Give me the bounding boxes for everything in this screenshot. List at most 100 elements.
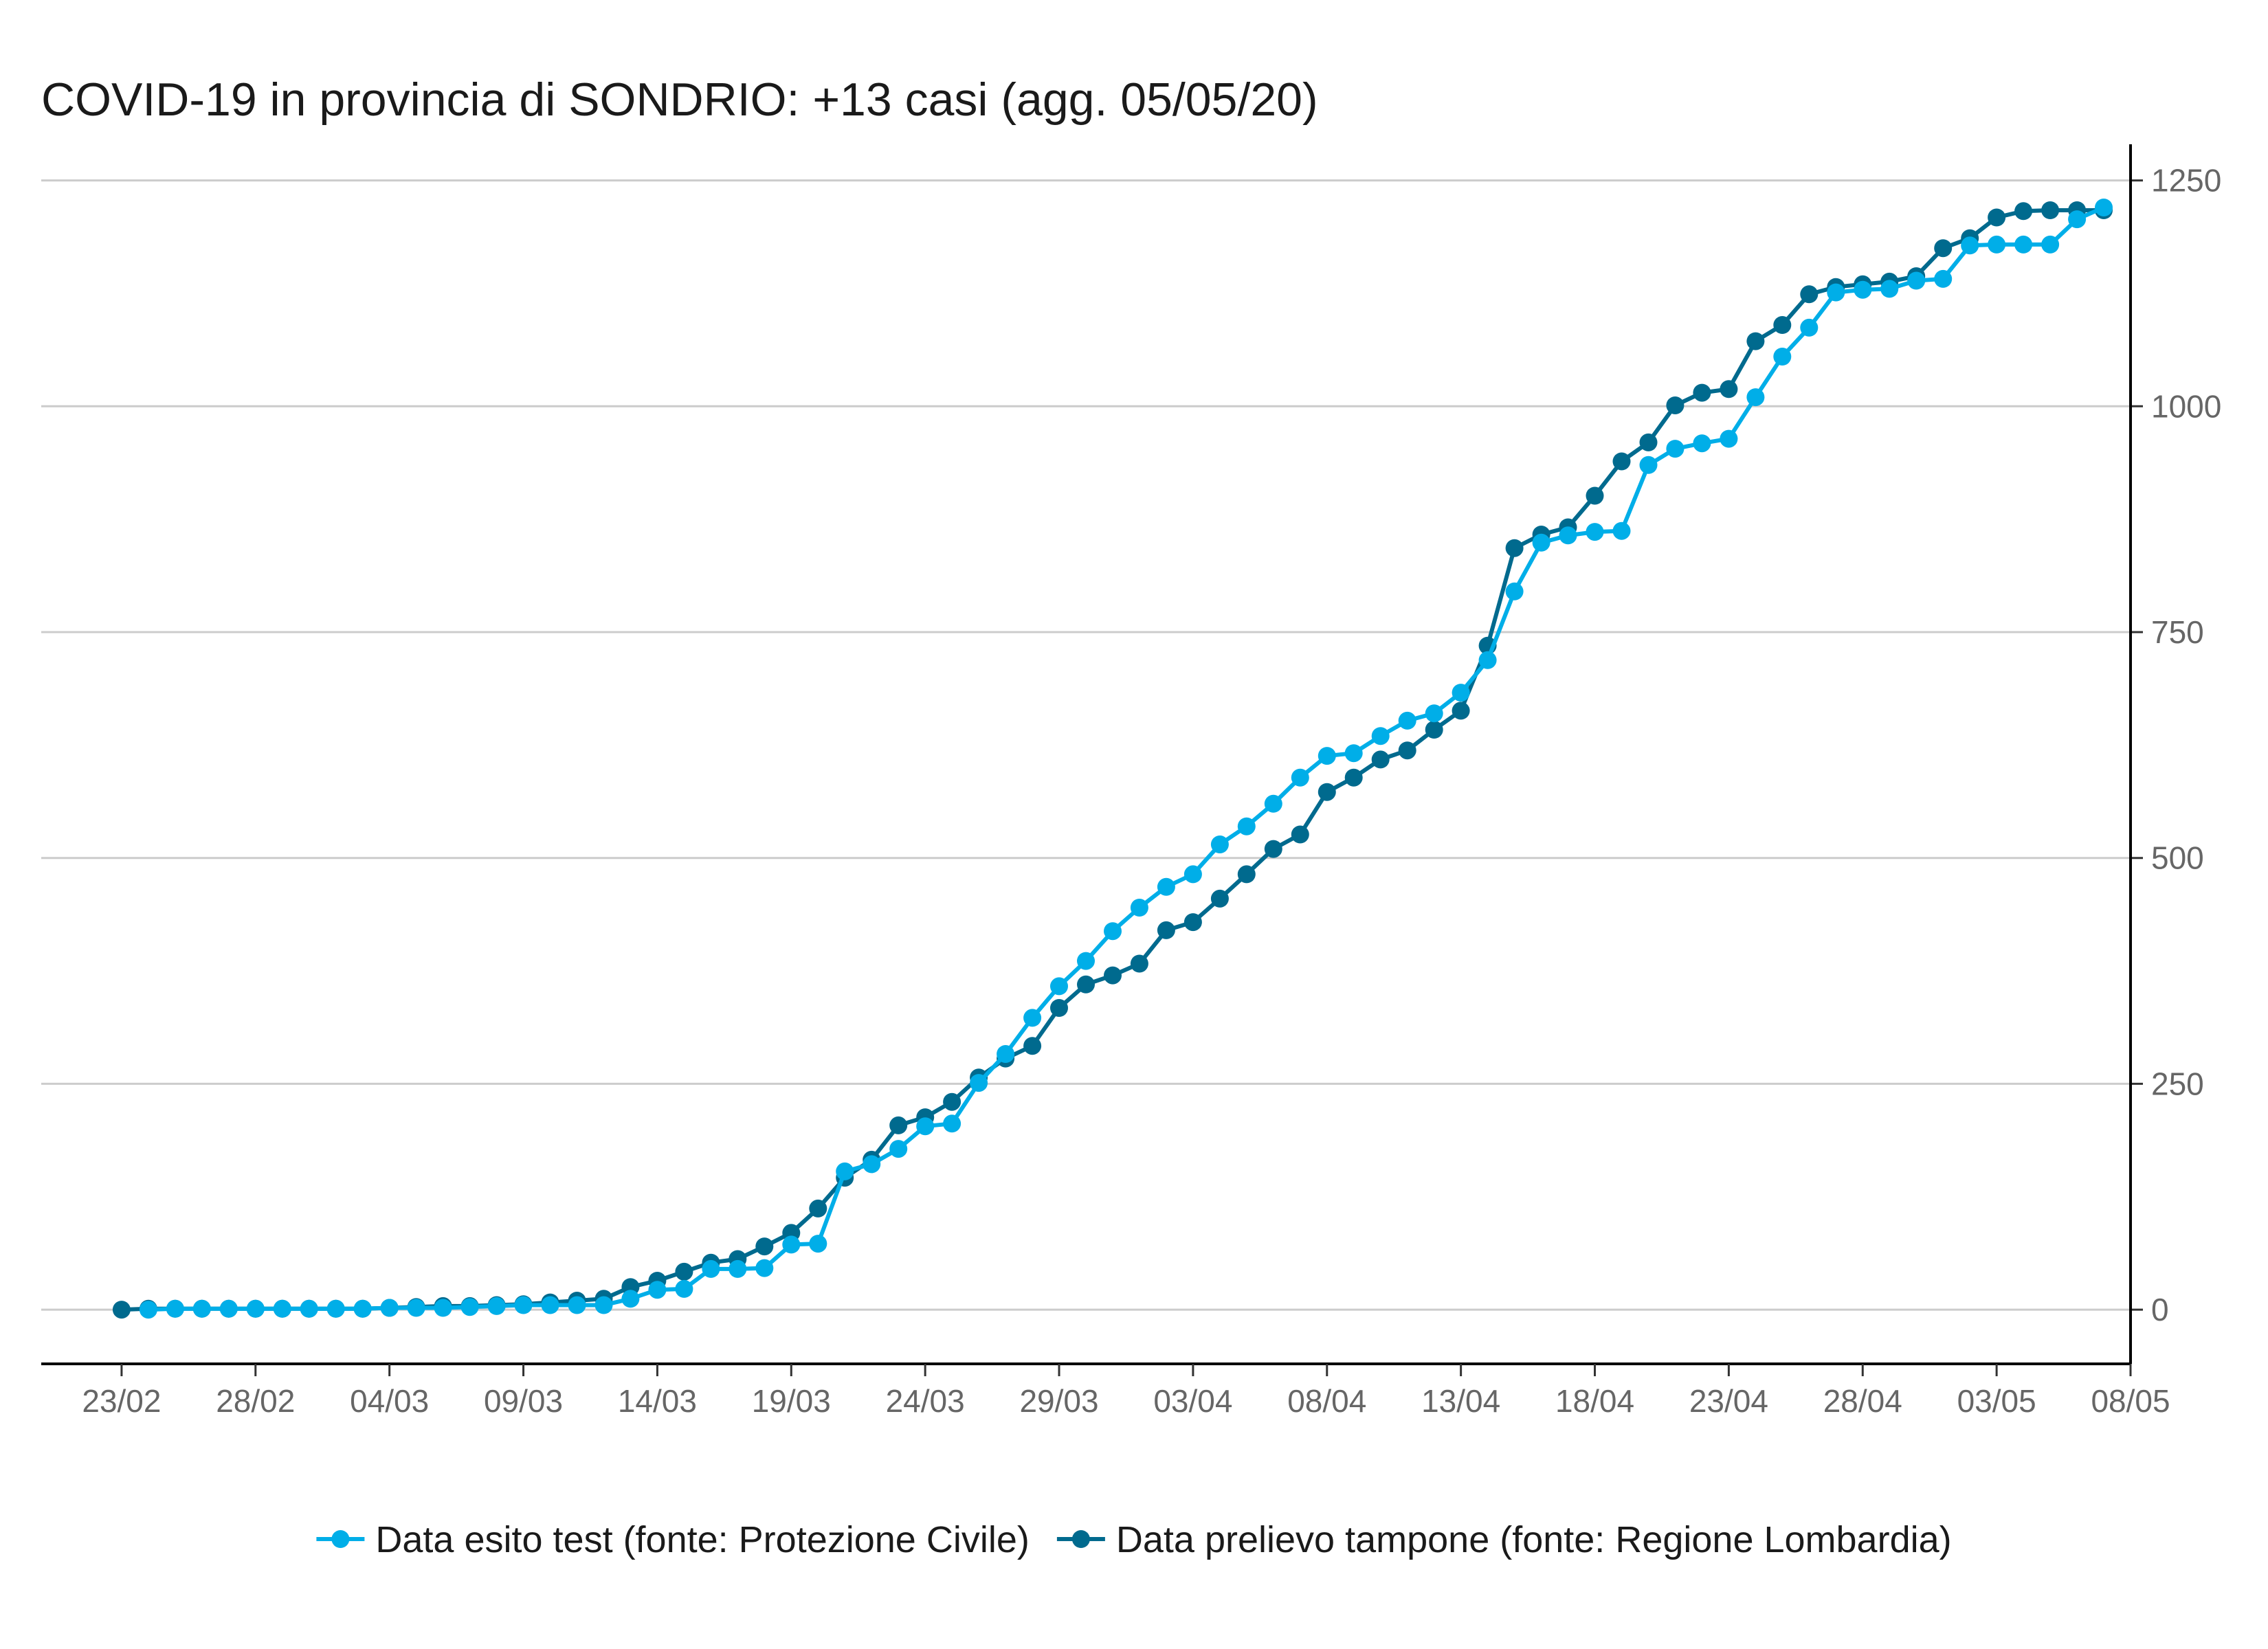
data-point <box>1478 651 1497 669</box>
data-point <box>755 1259 774 1277</box>
data-point <box>1612 452 1631 471</box>
x-tick-label: 03/05 <box>1957 1383 2036 1419</box>
data-point <box>889 1140 908 1158</box>
data-point <box>139 1301 157 1319</box>
series-layer <box>112 199 2113 1319</box>
y-tick-label: 0 <box>2151 1292 2169 1327</box>
data-point <box>1720 429 1738 448</box>
legend-label: Data prelievo tampone (fonte: Regione Lo… <box>1116 1519 1952 1560</box>
data-point <box>1318 747 1336 765</box>
y-tick-label: 250 <box>2151 1066 2204 1101</box>
data-point <box>300 1299 318 1318</box>
data-point <box>1318 783 1336 801</box>
data-point <box>568 1296 586 1314</box>
data-point <box>1854 280 1872 299</box>
x-tick-label: 28/02 <box>216 1383 295 1419</box>
series-line <box>148 205 2105 1312</box>
data-point <box>192 1299 211 1318</box>
data-point <box>1157 877 1175 896</box>
x-tick-label: 24/03 <box>886 1383 965 1419</box>
data-point <box>1425 704 1443 723</box>
data-point <box>1104 966 1122 985</box>
data-point <box>1693 434 1711 453</box>
data-point <box>1130 954 1148 973</box>
data-point <box>1210 889 1229 908</box>
x-tick-label: 13/04 <box>1421 1383 1500 1419</box>
data-point <box>1559 526 1577 545</box>
x-tick-label: 29/03 <box>1019 1383 1098 1419</box>
data-point <box>246 1299 265 1318</box>
data-point <box>782 1235 801 1254</box>
legend-item: Data prelievo tampone (fonte: Regione Lo… <box>1056 1519 1952 1560</box>
x-tick-label: 08/05 <box>2091 1383 2170 1419</box>
data-point <box>943 1092 961 1111</box>
data-point <box>1264 794 1282 813</box>
data-point <box>1586 523 1604 541</box>
data-point <box>621 1290 640 1308</box>
data-point <box>1130 899 1148 917</box>
x-tick-label: 23/04 <box>1689 1383 1768 1419</box>
x-tick-label: 18/04 <box>1555 1383 1634 1419</box>
data-point <box>112 1301 131 1319</box>
data-point <box>1586 486 1604 505</box>
data-point <box>2014 235 2033 254</box>
data-point <box>809 1199 827 1218</box>
data-point <box>1291 768 1309 787</box>
data-point <box>514 1296 533 1314</box>
data-point <box>1907 271 1926 290</box>
data-point <box>755 1237 774 1256</box>
y-tick-label: 500 <box>2151 840 2204 876</box>
data-point <box>1291 825 1309 844</box>
data-point <box>1077 975 1095 994</box>
data-point <box>434 1299 452 1317</box>
data-point <box>1183 913 1202 932</box>
data-point <box>1371 750 1390 769</box>
data-point <box>1023 1037 1042 1055</box>
data-point <box>809 1235 827 1253</box>
data-point <box>836 1162 854 1180</box>
data-point <box>380 1299 399 1317</box>
y-tick-label: 1250 <box>2151 163 2221 199</box>
data-point <box>675 1262 693 1281</box>
data-point <box>594 1296 613 1314</box>
data-point <box>970 1074 988 1092</box>
x-tick-label: 19/03 <box>752 1383 831 1419</box>
data-point <box>1371 727 1390 745</box>
data-point <box>1666 396 1685 414</box>
data-point <box>1746 332 1765 350</box>
data-point <box>1639 456 1658 474</box>
data-point <box>1157 921 1175 939</box>
legend-marker <box>331 1530 350 1548</box>
data-point <box>1237 865 1256 884</box>
data-point <box>1344 768 1363 787</box>
data-point <box>916 1117 935 1136</box>
data-point <box>1773 348 1792 366</box>
data-point <box>1827 283 1845 302</box>
data-point <box>675 1279 693 1298</box>
data-point <box>1961 236 1979 255</box>
x-tick-label: 09/03 <box>484 1383 563 1419</box>
data-point <box>1452 684 1470 702</box>
data-point <box>460 1298 479 1316</box>
x-tick-label: 08/04 <box>1287 1383 1366 1419</box>
legend-item: Data esito test (fonte: Protezione Civil… <box>316 1519 1030 1560</box>
data-point <box>2068 210 2087 229</box>
data-point <box>889 1116 908 1134</box>
series-0 <box>139 199 2113 1319</box>
data-point <box>729 1259 747 1278</box>
chart-title: COVID-19 in provincia di SONDRIO: +13 ca… <box>41 74 1318 126</box>
data-point <box>1532 533 1550 552</box>
legend: Data esito test (fonte: Protezione Civil… <box>316 1519 1952 1560</box>
x-tick-label: 23/02 <box>82 1383 161 1419</box>
data-point <box>1934 269 1953 288</box>
x-tick-label: 03/04 <box>1153 1383 1232 1419</box>
data-point <box>1104 922 1122 941</box>
data-point <box>1398 711 1416 730</box>
data-point <box>1237 817 1256 835</box>
data-point <box>1398 741 1416 760</box>
data-point <box>487 1297 506 1315</box>
data-point <box>1023 1009 1042 1027</box>
data-point <box>2041 201 2060 219</box>
legend-marker <box>1071 1530 1090 1548</box>
